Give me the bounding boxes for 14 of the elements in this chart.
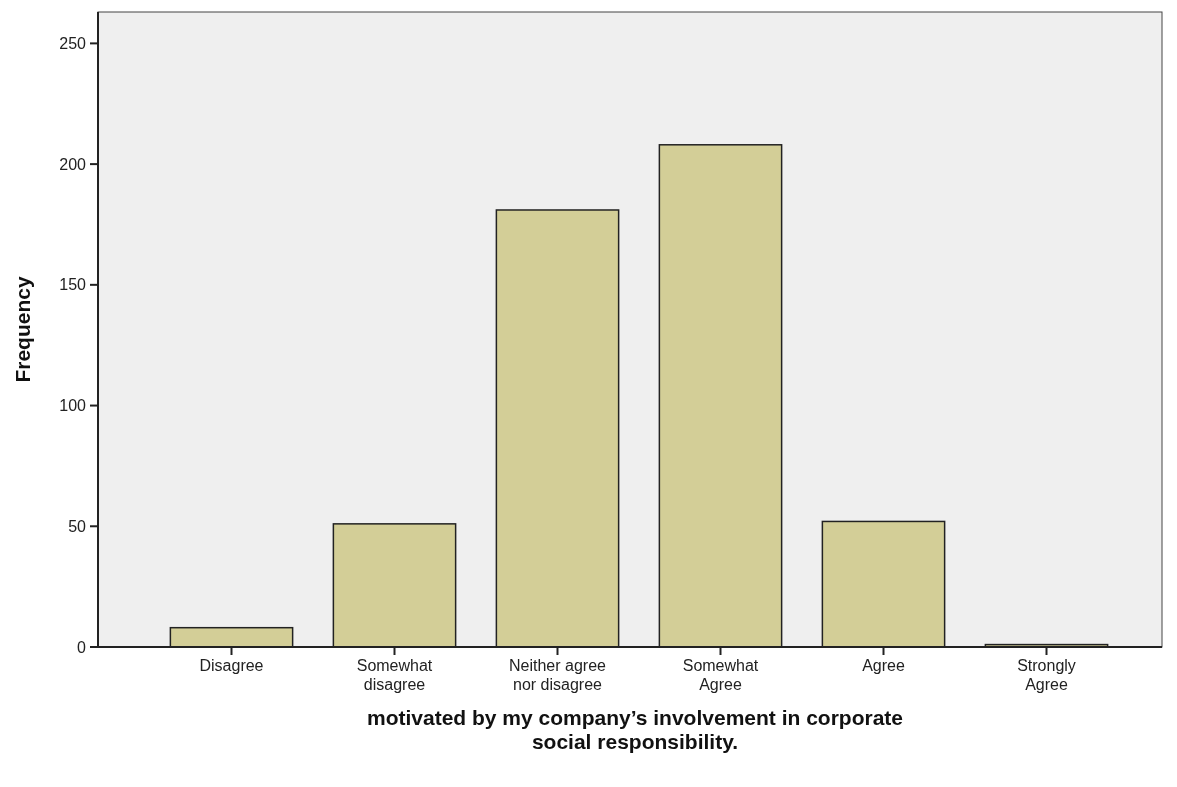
y-tick-label: 50 xyxy=(68,517,87,535)
x-tick-label: Somewhat disagree xyxy=(356,657,433,693)
y-tick-label: 100 xyxy=(59,397,87,415)
x-tick-label: Disagree xyxy=(199,657,264,674)
y-tick-label: 0 xyxy=(77,638,87,656)
y-tick-label: 250 xyxy=(59,34,87,52)
y-tick-label: 200 xyxy=(59,155,87,173)
y-tick-label: 150 xyxy=(59,276,87,294)
x-tick-label: Somewhat Agree xyxy=(682,657,759,693)
y-axis-title: Frequency xyxy=(11,276,34,383)
x-tick-label: Agree xyxy=(862,657,905,674)
x-tick-label: Strongly Agree xyxy=(1017,657,1076,693)
x-axis-title: motivated by my company’s involvement in corporate social responsibility. xyxy=(366,706,904,753)
x-tick-label: Neither agree nor disagree xyxy=(509,657,607,693)
